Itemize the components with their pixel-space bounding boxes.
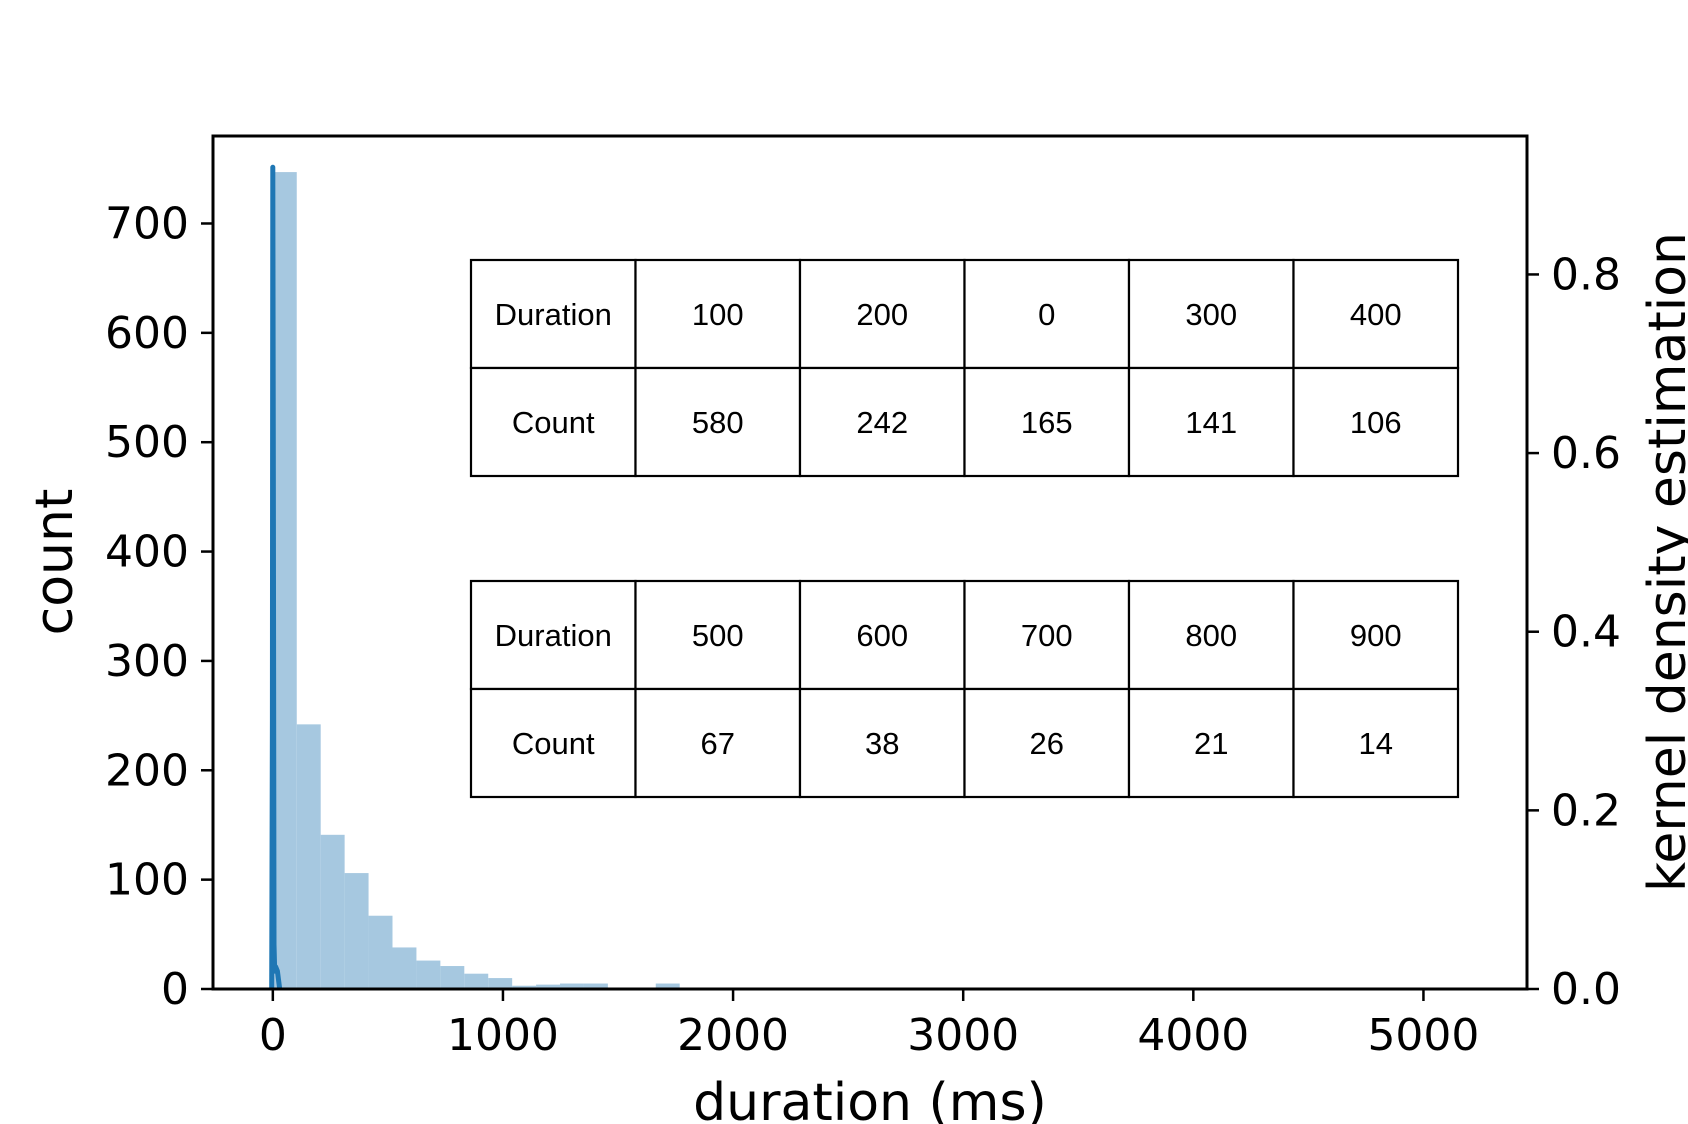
table-cell-text: Count: [512, 726, 595, 761]
x-tick-label: 3000: [907, 1010, 1019, 1061]
x-tick-label: 4000: [1137, 1010, 1249, 1061]
table-cell-text: 100: [692, 297, 744, 332]
histogram-bar: [655, 983, 680, 989]
histogram-bar: [368, 915, 393, 989]
y-axis-ticks: 0 100 200 300 400 500 600 700: [105, 198, 213, 1015]
kde-line: [269, 164, 283, 990]
histogram-bar: [440, 966, 465, 989]
table-cell-text: 700: [1021, 618, 1073, 653]
y2-axis-label: kernel density estimation: [1638, 232, 1688, 892]
histogram-bar: [320, 834, 345, 989]
y2-tick-label: 0.6: [1551, 428, 1621, 479]
y-tick-label: 100: [105, 855, 189, 906]
table-cell-text: 300: [1185, 297, 1237, 332]
y-axis-label: count: [25, 489, 85, 636]
y-tick-label: 500: [105, 417, 189, 468]
table-cell: [634, 258, 802, 370]
x-tick-label: 2000: [677, 1010, 789, 1061]
table-cell-text: 67: [701, 726, 735, 761]
y-tick-label: 700: [105, 198, 189, 249]
table-cell: [1292, 579, 1460, 691]
histogram-bar: [512, 985, 537, 989]
y2-axis-ticks: 0.0 0.2 0.4 0.6 0.8: [1527, 249, 1621, 1015]
x-axis-label: duration (ms): [693, 1073, 1047, 1124]
x-tick-label: 1000: [447, 1010, 559, 1061]
summary-table: Duration 100 200 0 300 400 Count 580 242 165 141 10…: [469, 258, 1460, 478]
y2-tick-label: 0.2: [1551, 785, 1621, 836]
y-tick-label: 400: [105, 527, 189, 578]
table-cell-text: Duration: [495, 297, 612, 332]
table-cell: [1292, 366, 1460, 478]
table-cell-text: 800: [1185, 618, 1237, 653]
kde-curve: [269, 164, 283, 990]
table-cell: [469, 366, 637, 478]
histogram-bar: [536, 984, 561, 989]
histogram-bar: [296, 724, 321, 989]
table-cell: [1292, 687, 1460, 799]
summary-table: Duration 500 600 700 800 900 Count 67 38 26 21 14: [469, 579, 1460, 799]
table-cell: [963, 258, 1131, 370]
histogram-bar: [392, 947, 417, 989]
table-cell: [963, 366, 1131, 478]
table-cell: [1127, 366, 1295, 478]
summary-tables: Duration 100 200 0 300 400 Count 580 242 165 141 10…: [469, 258, 1460, 799]
y-tick-label: 0: [161, 964, 189, 1015]
table-cell-text: 500: [692, 618, 744, 653]
table-cell-text: 600: [856, 618, 908, 653]
histogram-bar: [272, 172, 297, 990]
table-cell: [798, 366, 966, 478]
table-cell-text: 14: [1359, 726, 1393, 761]
table-cell-text: Duration: [495, 618, 612, 653]
table-cell-text: 580: [692, 405, 744, 440]
plot-frame: [211, 134, 1529, 991]
x-tick-label: 0: [259, 1010, 287, 1061]
table-cell-text: Count: [512, 405, 595, 440]
table-cell: [634, 366, 802, 478]
table-cell: [963, 579, 1131, 691]
histogram-bar: [583, 983, 608, 989]
table-cell: [634, 579, 802, 691]
y2-tick-label: 0.0: [1551, 964, 1621, 1015]
table-cell-text: 38: [865, 726, 899, 761]
y2-tick-label: 0.8: [1551, 249, 1621, 300]
table-cell-text: 400: [1350, 297, 1402, 332]
table-cell-text: 200: [856, 297, 908, 332]
table-cell-text: 242: [856, 405, 908, 440]
table-cell: [1127, 579, 1295, 691]
table-cell: [798, 579, 966, 691]
y-tick-label: 600: [105, 308, 189, 359]
table-cell: [469, 258, 637, 370]
y-tick-label: 200: [105, 745, 189, 796]
table-cell: [798, 258, 966, 370]
x-tick-label: 5000: [1367, 1010, 1479, 1061]
table-cell: [1127, 687, 1295, 799]
table-cell-text: 0: [1038, 297, 1055, 332]
x-axis-ticks: 0 1000 2000 3000 4000 5000: [259, 989, 1479, 1061]
histogram-bar: [464, 973, 489, 989]
table-cell: [469, 687, 637, 799]
histogram-bar: [560, 983, 584, 989]
table-cell: [634, 687, 802, 799]
table-cell-text: 165: [1021, 405, 1073, 440]
table-cell-text: 26: [1030, 726, 1064, 761]
table-cell-text: 106: [1350, 405, 1402, 440]
histogram-bar: [416, 960, 441, 989]
histogram-bars: [272, 172, 752, 990]
table-cell: [798, 687, 966, 799]
histogram-bar: [344, 873, 369, 989]
histogram-bar: [488, 978, 513, 989]
y-tick-label: 300: [105, 636, 189, 687]
table-cell-text: 21: [1194, 726, 1228, 761]
table-cell-text: 141: [1185, 405, 1237, 440]
table-cell: [1292, 258, 1460, 370]
y2-tick-label: 0.4: [1551, 607, 1621, 658]
table-cell-text: 900: [1350, 618, 1402, 653]
